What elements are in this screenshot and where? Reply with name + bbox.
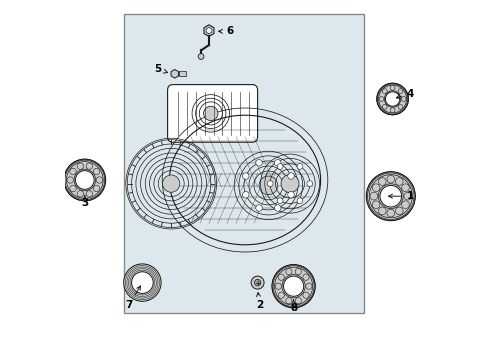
Text: 8: 8 bbox=[290, 300, 297, 313]
Circle shape bbox=[401, 96, 406, 102]
Circle shape bbox=[94, 185, 100, 192]
Circle shape bbox=[295, 269, 301, 275]
Text: 4: 4 bbox=[396, 89, 414, 99]
Circle shape bbox=[278, 292, 284, 298]
Circle shape bbox=[288, 192, 294, 198]
Circle shape bbox=[402, 201, 409, 208]
Circle shape bbox=[390, 86, 395, 90]
Circle shape bbox=[277, 163, 283, 169]
Circle shape bbox=[306, 283, 312, 289]
Circle shape bbox=[243, 173, 249, 179]
Circle shape bbox=[254, 279, 261, 286]
Circle shape bbox=[386, 92, 400, 106]
Circle shape bbox=[295, 298, 301, 304]
Circle shape bbox=[372, 184, 380, 192]
Circle shape bbox=[398, 89, 403, 94]
Circle shape bbox=[259, 176, 278, 195]
Circle shape bbox=[387, 210, 394, 217]
Circle shape bbox=[96, 177, 102, 183]
Circle shape bbox=[378, 178, 386, 185]
Circle shape bbox=[274, 159, 281, 166]
Circle shape bbox=[387, 175, 394, 183]
Circle shape bbox=[378, 207, 386, 215]
Circle shape bbox=[77, 191, 83, 197]
Text: 3: 3 bbox=[81, 195, 88, 208]
Circle shape bbox=[198, 54, 204, 59]
Circle shape bbox=[395, 207, 403, 215]
Circle shape bbox=[372, 201, 380, 208]
Circle shape bbox=[382, 89, 387, 94]
Circle shape bbox=[70, 168, 76, 175]
Circle shape bbox=[307, 181, 313, 186]
Polygon shape bbox=[171, 69, 178, 78]
Text: 1: 1 bbox=[389, 191, 414, 201]
Circle shape bbox=[204, 106, 218, 121]
Circle shape bbox=[286, 269, 292, 275]
Circle shape bbox=[163, 175, 180, 192]
Circle shape bbox=[86, 163, 93, 169]
Circle shape bbox=[67, 177, 74, 183]
Circle shape bbox=[77, 163, 83, 169]
Text: 2: 2 bbox=[256, 293, 263, 310]
Circle shape bbox=[277, 198, 283, 204]
Circle shape bbox=[395, 178, 403, 185]
Circle shape bbox=[398, 104, 403, 109]
Circle shape bbox=[379, 96, 384, 102]
Circle shape bbox=[123, 264, 161, 301]
Circle shape bbox=[86, 191, 93, 197]
Circle shape bbox=[132, 272, 153, 293]
Circle shape bbox=[75, 171, 94, 189]
Circle shape bbox=[402, 184, 409, 192]
Circle shape bbox=[278, 274, 284, 280]
Circle shape bbox=[390, 108, 395, 112]
Circle shape bbox=[275, 283, 281, 289]
Circle shape bbox=[303, 292, 309, 298]
Circle shape bbox=[370, 192, 378, 200]
Circle shape bbox=[404, 192, 412, 200]
Circle shape bbox=[268, 181, 273, 186]
Text: 5: 5 bbox=[154, 64, 168, 74]
Polygon shape bbox=[204, 25, 214, 36]
Circle shape bbox=[377, 83, 409, 115]
Circle shape bbox=[251, 276, 264, 289]
Circle shape bbox=[286, 298, 292, 304]
Circle shape bbox=[297, 163, 303, 169]
Text: 7: 7 bbox=[125, 286, 141, 310]
Circle shape bbox=[64, 159, 106, 201]
Circle shape bbox=[256, 159, 262, 166]
Circle shape bbox=[281, 175, 299, 193]
Bar bbox=[124, 14, 364, 313]
Circle shape bbox=[303, 274, 309, 280]
Circle shape bbox=[382, 104, 387, 109]
Circle shape bbox=[297, 198, 303, 204]
Circle shape bbox=[256, 205, 262, 211]
Circle shape bbox=[70, 185, 76, 192]
Circle shape bbox=[288, 173, 294, 179]
Text: 6: 6 bbox=[219, 26, 234, 36]
Bar bbox=[179, 71, 186, 76]
Circle shape bbox=[94, 168, 100, 175]
Circle shape bbox=[367, 172, 416, 221]
Circle shape bbox=[274, 205, 281, 211]
FancyBboxPatch shape bbox=[168, 85, 258, 142]
Circle shape bbox=[284, 276, 304, 296]
Circle shape bbox=[243, 192, 249, 198]
Polygon shape bbox=[206, 27, 212, 34]
Circle shape bbox=[380, 185, 402, 207]
Circle shape bbox=[272, 265, 315, 308]
